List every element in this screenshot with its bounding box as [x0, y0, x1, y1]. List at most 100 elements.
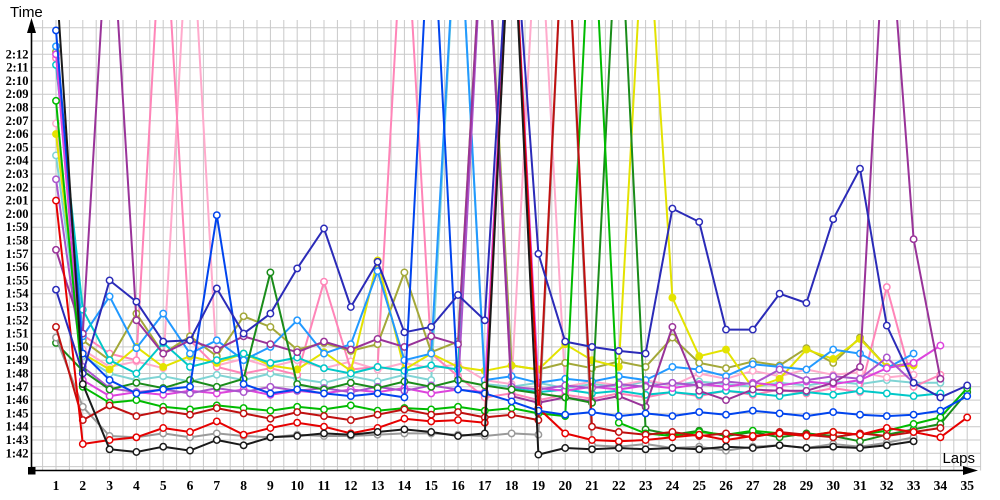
data-point-marker	[266, 340, 275, 349]
data-point-marker	[266, 433, 275, 442]
x-tick-label: 26	[719, 478, 733, 493]
x-tick-label: 8	[240, 478, 247, 493]
data-point-marker	[588, 408, 596, 417]
data-point-marker	[748, 360, 757, 369]
data-point-marker	[132, 412, 141, 421]
y-tick-label: 2:00	[6, 207, 29, 221]
data-point-marker	[668, 412, 677, 421]
data-point-marker	[320, 429, 328, 438]
data-point-marker	[695, 386, 704, 395]
data-point-marker	[186, 446, 194, 455]
data-point-marker	[882, 321, 891, 330]
data-point-marker	[829, 408, 838, 417]
data-point-marker	[132, 378, 141, 387]
data-point-marker	[346, 345, 355, 354]
data-point-marker	[534, 249, 543, 258]
y-tick-label: 1:52	[6, 313, 29, 327]
x-tick-label: 33	[907, 478, 921, 493]
data-point-marker	[346, 430, 355, 439]
data-point-marker	[480, 429, 489, 438]
data-point-marker	[159, 442, 168, 451]
y-tick-label: 2:02	[6, 180, 29, 194]
x-tick-label: 17	[478, 478, 492, 493]
data-point-marker	[507, 410, 516, 419]
series-navy	[52, 20, 972, 402]
y-tick-label: 2:07	[6, 114, 29, 128]
y-axis-title: Time	[10, 4, 43, 21]
x-tick-label: 11	[318, 478, 331, 493]
data-point-marker	[829, 345, 838, 354]
x-tick-label: 20	[558, 478, 572, 493]
y-tick-label: 2:06	[6, 127, 29, 141]
x-tick-label: 15	[424, 478, 438, 493]
data-point-marker	[320, 405, 328, 414]
x-tick-label: 18	[505, 478, 519, 493]
data-point-marker	[239, 380, 248, 389]
data-point-marker	[320, 224, 328, 233]
y-tick-label: 1:49	[6, 353, 29, 367]
data-point-marker	[802, 432, 811, 440]
data-point-marker	[293, 385, 302, 394]
y-tick-label: 1:47	[6, 380, 29, 394]
data-point-marker	[186, 382, 194, 391]
data-point-marker	[614, 346, 623, 355]
data-point-marker	[186, 349, 194, 358]
data-point-marker	[105, 385, 114, 394]
data-point-marker	[52, 26, 60, 35]
data-point-marker	[52, 245, 60, 254]
data-point-marker	[266, 382, 275, 391]
data-point-marker	[159, 309, 168, 318]
data-point-marker	[775, 374, 784, 383]
data-point-marker	[561, 410, 570, 419]
data-point-marker	[614, 412, 623, 421]
data-point-marker	[132, 297, 141, 306]
data-point-marker	[882, 364, 891, 373]
data-point-marker	[159, 337, 168, 346]
x-tick-label: 19	[532, 478, 546, 493]
data-point-marker	[212, 345, 221, 354]
y-axis-arrow-icon	[27, 18, 36, 33]
data-point-marker	[159, 424, 168, 432]
data-point-marker	[748, 366, 757, 375]
data-point-marker	[722, 429, 730, 438]
data-point-marker	[239, 441, 248, 450]
data-point-marker	[266, 389, 275, 398]
data-point-marker	[641, 436, 650, 444]
data-point-marker	[320, 349, 328, 358]
data-point-marker	[400, 268, 409, 277]
data-point-marker	[668, 322, 677, 331]
data-point-marker	[775, 365, 784, 374]
data-point-marker	[534, 450, 543, 459]
data-point-marker	[695, 445, 704, 454]
data-point-marker	[775, 429, 784, 438]
data-point-marker	[856, 410, 864, 419]
data-point-marker	[266, 414, 275, 423]
x-tick-label: 6	[187, 478, 194, 493]
x-tick-label: 14	[398, 478, 412, 493]
data-point-marker	[963, 413, 972, 422]
x-tick-label: 21	[585, 478, 599, 493]
data-point-marker	[909, 420, 918, 428]
data-point-marker	[936, 406, 945, 415]
data-point-marker	[668, 362, 677, 371]
data-point-marker	[186, 389, 194, 398]
data-point-marker	[588, 436, 596, 444]
data-point-marker	[320, 277, 328, 286]
data-point-marker	[52, 322, 60, 331]
data-point-marker	[856, 386, 864, 395]
data-point-marker	[400, 414, 409, 423]
data-point-marker	[105, 292, 114, 301]
y-tick-label: 2:05	[6, 140, 29, 154]
data-point-marker	[266, 406, 275, 415]
y-tick-label: 1:42	[6, 446, 29, 460]
data-point-marker	[454, 385, 462, 394]
series-navy-line	[55, 20, 969, 399]
data-point-marker	[346, 416, 355, 425]
data-point-marker	[212, 370, 221, 379]
y-tick-label: 1:53	[6, 300, 29, 314]
y-tick-label: 1:58	[6, 234, 29, 248]
data-point-marker	[132, 344, 141, 353]
data-point-marker	[293, 418, 302, 427]
data-point-marker	[427, 361, 436, 370]
